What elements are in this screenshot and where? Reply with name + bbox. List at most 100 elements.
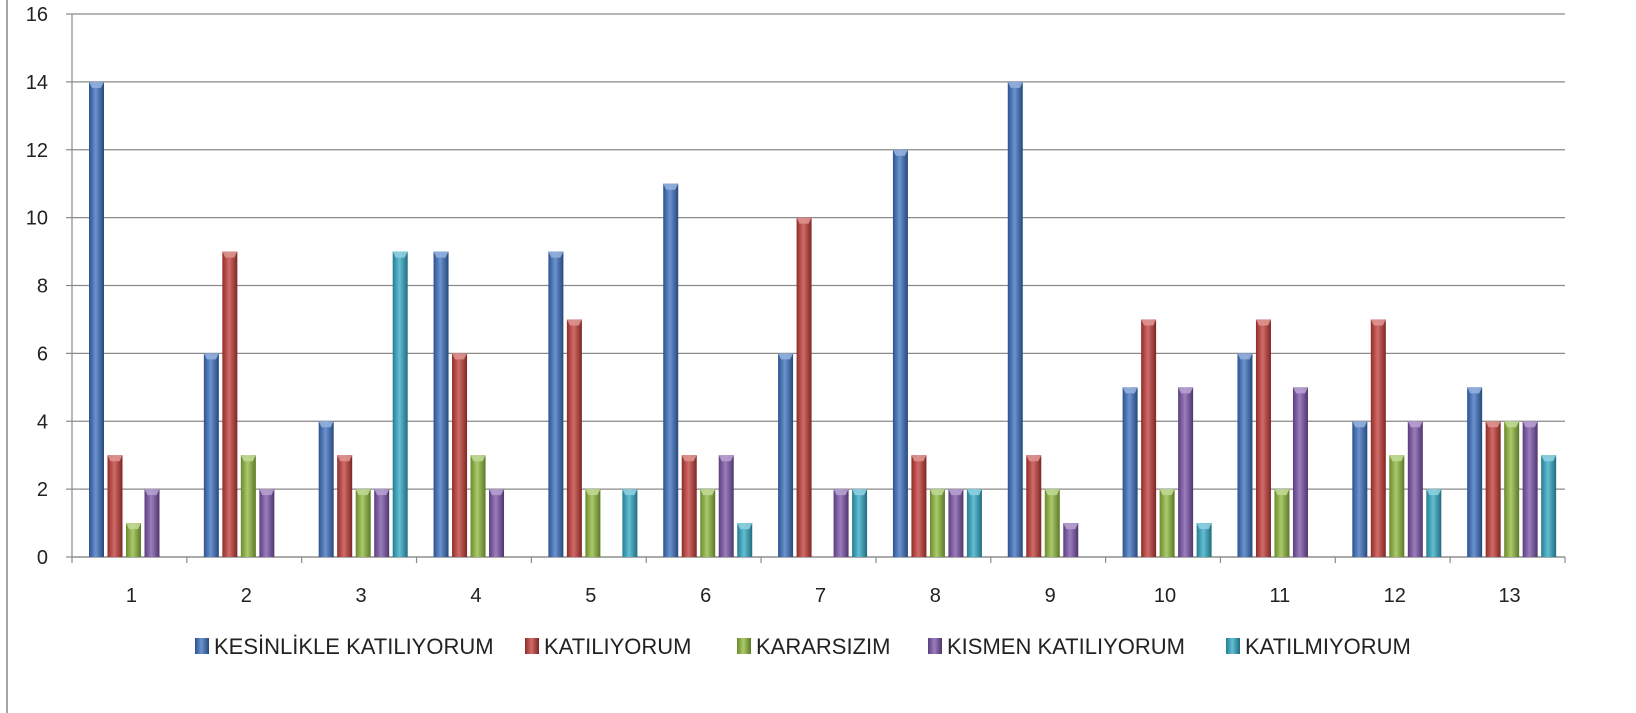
bar [663, 183, 679, 557]
x-tick-label: 4 [470, 585, 481, 607]
bar [548, 251, 564, 557]
bar [1292, 387, 1308, 557]
x-tick-labels: 1 2 3 4 5 6 7 8 9 10 11 12 13 [126, 585, 1521, 607]
gridlines [72, 13, 1565, 558]
legend: KESİNLİKLE KATILIYORUM KATILIYORUM KARARSI… [195, 634, 1411, 659]
y-tick-label: 6 [37, 343, 48, 365]
legend-label: KISMEN KATILIYORUM [947, 634, 1185, 659]
bar [1237, 353, 1253, 557]
bar [737, 523, 753, 557]
y-tick-label: 16 [26, 4, 48, 26]
bars [89, 81, 1557, 557]
bar [144, 489, 160, 557]
bar [433, 251, 449, 557]
x-tick-label: 9 [1045, 585, 1056, 607]
bar [966, 489, 982, 557]
y-tick-label: 2 [37, 479, 48, 501]
bar [1196, 523, 1212, 557]
bar [1063, 523, 1079, 557]
bar [1370, 319, 1386, 557]
x-tick-label: 2 [241, 585, 252, 607]
bar [1485, 421, 1501, 557]
bar [1122, 387, 1138, 557]
x-tick-label: 10 [1154, 585, 1176, 607]
bar [240, 455, 256, 557]
bar [1389, 455, 1405, 557]
bar [585, 489, 601, 557]
x-tick-label: 6 [700, 585, 711, 607]
y-tick-label: 12 [26, 140, 48, 162]
bar [681, 455, 697, 557]
bar [470, 455, 486, 557]
bar [892, 149, 908, 557]
legend-label: KATILIYORUM [544, 634, 692, 659]
legend-item: KESİNLİKLE KATILIYORUM [195, 634, 494, 659]
bar [452, 353, 468, 557]
bar [222, 251, 238, 557]
bar [1407, 421, 1423, 557]
y-tick-label: 8 [37, 276, 48, 298]
legend-item: KARARSIZIM [737, 634, 890, 659]
y-tick-label: 10 [26, 208, 48, 230]
bar [911, 455, 927, 557]
y-tick-labels: 0 2 4 6 8 10 12 14 16 [26, 4, 48, 569]
bar [778, 353, 794, 557]
bar [929, 489, 945, 557]
legend-swatch [1226, 638, 1240, 654]
bar [1178, 387, 1194, 557]
bar [718, 455, 734, 557]
legend-swatch [928, 638, 942, 654]
legend-item: KISMEN KATILIYORUM [928, 634, 1185, 659]
bar [107, 455, 123, 557]
bar [203, 353, 219, 557]
axes [66, 13, 1566, 563]
bar [948, 489, 964, 557]
bar [259, 489, 275, 557]
bar [1274, 489, 1290, 557]
x-tick-label: 8 [930, 585, 941, 607]
bar [1467, 387, 1483, 557]
x-tick-label: 5 [585, 585, 596, 607]
y-tick-label: 14 [26, 72, 48, 94]
bar [1426, 489, 1442, 557]
bar [392, 251, 408, 557]
bar [1044, 489, 1060, 557]
bar [489, 489, 505, 557]
bar [1541, 455, 1557, 557]
bar [1026, 455, 1042, 557]
bar [852, 489, 868, 557]
bar [1504, 421, 1520, 557]
legend-swatch [737, 638, 751, 654]
x-tick-label: 3 [356, 585, 367, 607]
bar [337, 455, 353, 557]
bar [833, 489, 849, 557]
x-tick-label: 1 [126, 585, 137, 607]
bar [1352, 421, 1368, 557]
legend-label: KATILMIYORUM [1245, 634, 1411, 659]
bar [1141, 319, 1157, 557]
x-tick-label: 11 [1270, 585, 1291, 607]
x-tick-label: 13 [1498, 585, 1520, 607]
x-tick-label: 12 [1384, 585, 1406, 607]
bar [318, 421, 334, 557]
legend-swatch [195, 638, 209, 654]
legend-swatch [525, 638, 539, 654]
bar [355, 489, 371, 557]
bar [374, 489, 390, 557]
bar [1007, 81, 1023, 557]
bar [796, 217, 812, 557]
legend-item: KATILIYORUM [525, 634, 692, 659]
bar [1255, 319, 1271, 557]
y-tick-label: 0 [37, 547, 48, 569]
bar [700, 489, 716, 557]
bar [566, 319, 582, 557]
legend-item: KATILMIYORUM [1226, 634, 1411, 659]
legend-label: KESİNLİKLE KATILIYORUM [214, 634, 494, 659]
y-tick-label: 4 [37, 411, 48, 433]
bar [622, 489, 638, 557]
bar [126, 523, 141, 557]
legend-label: KARARSIZIM [756, 634, 890, 659]
x-tick-label: 7 [815, 585, 826, 607]
bar [1522, 421, 1538, 557]
